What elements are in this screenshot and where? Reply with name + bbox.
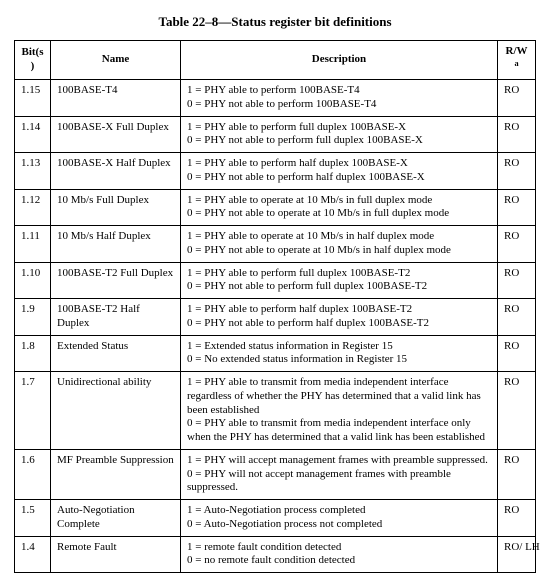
cell-name: 10 Mb/s Full Duplex — [51, 189, 181, 226]
cell-rw: RO — [498, 116, 536, 153]
cell-name: Remote Fault — [51, 536, 181, 573]
cell-name: 100BASE-X Half Duplex — [51, 153, 181, 190]
cell-rw: RO — [498, 226, 536, 263]
table-title: Table 22–8—Status register bit definitio… — [14, 14, 536, 30]
cell-bits: 1.5 — [15, 500, 51, 537]
cell-bits: 1.9 — [15, 299, 51, 336]
table-row: 1.10100BASE-T2 Full Duplex 1 = PHY able t… — [15, 262, 536, 299]
col-rw-header: R/W a — [498, 41, 536, 80]
cell-bits: 1.13 — [15, 153, 51, 190]
desc-line: 0 = PHY not able to perform full duplex … — [187, 280, 491, 294]
cell-name: Auto-Negotiation Complete — [51, 500, 181, 537]
table-row: 1.1210 Mb/s Full Duplex 1 = PHY able to o… — [15, 189, 536, 226]
desc-line: 0 = PHY not able to perform half duplex … — [187, 317, 491, 331]
table-header-row: Bit(s) Name Description R/W a — [15, 41, 536, 80]
desc-line: 1 = PHY able to perform 100BASE-T4 — [187, 84, 491, 98]
desc-line: 0 = PHY able to transmit from media inde… — [187, 417, 491, 445]
cell-name: Unidirectional ability — [51, 372, 181, 450]
desc-line: 1 = PHY able to perform full duplex 100B… — [187, 267, 491, 281]
cell-name: 10 Mb/s Half Duplex — [51, 226, 181, 263]
cell-description: 1 = remote fault condition detected0 = n… — [181, 536, 498, 573]
table-row: 1.1110 Mb/s Half Duplex 1 = PHY able to o… — [15, 226, 536, 263]
desc-line: 0 = no remote fault condition detected — [187, 554, 491, 568]
desc-line: 0 = Auto-Negotiation process not complet… — [187, 518, 491, 532]
cell-bits: 1.8 — [15, 335, 51, 372]
table-row: 1.14100BASE-X Full Duplex 1 = PHY able to… — [15, 116, 536, 153]
desc-line: 1 = PHY able to operate at 10 Mb/s in fu… — [187, 194, 491, 208]
desc-line: 0 = PHY not able to perform half duplex … — [187, 171, 491, 185]
cell-name: Extended Status — [51, 335, 181, 372]
cell-bits: 1.11 — [15, 226, 51, 263]
table-body: 1.15100BASE-T41 = PHY able to perform 10… — [15, 80, 536, 573]
desc-line: 0 = PHY not able to operate at 10 Mb/s i… — [187, 244, 491, 258]
desc-line: 1 = PHY will accept management frames wi… — [187, 454, 491, 468]
desc-line: 0 = No extended status information in Re… — [187, 353, 491, 367]
desc-line: 1 = Extended status information in Regis… — [187, 340, 491, 354]
desc-line: 0 = PHY not able to perform full duplex … — [187, 134, 491, 148]
cell-rw: RO/ LH — [498, 536, 536, 573]
cell-description: 1 = PHY able to operate at 10 Mb/s in ha… — [181, 226, 498, 263]
cell-name: 100BASE-T2 Half Duplex — [51, 299, 181, 336]
desc-line: 1 = PHY able to perform half duplex 100B… — [187, 303, 491, 317]
desc-line: 1 = PHY able to transmit from media inde… — [187, 376, 491, 417]
col-rw-label: R/W — [506, 45, 528, 57]
desc-line: 1 = PHY able to operate at 10 Mb/s in ha… — [187, 230, 491, 244]
cell-bits: 1.12 — [15, 189, 51, 226]
cell-rw: RO — [498, 262, 536, 299]
table-row: 1.7Unidirectional ability1 = PHY able to… — [15, 372, 536, 450]
cell-bits: 1.14 — [15, 116, 51, 153]
cell-description: 1 = Auto-Negotiation process completed0 … — [181, 500, 498, 537]
col-rw-footnote: a — [514, 59, 518, 68]
cell-description: 1 = Extended status information in Regis… — [181, 335, 498, 372]
cell-rw: RO — [498, 153, 536, 190]
cell-rw: RO — [498, 372, 536, 450]
cell-name: 100BASE-X Full Duplex — [51, 116, 181, 153]
cell-name: MF Preamble Suppression — [51, 449, 181, 499]
status-register-table: Bit(s) Name Description R/Wa 1.15100BASE… — [14, 40, 536, 573]
desc-line: 0 = PHY not able to perform 100BASE-T4 — [187, 98, 491, 112]
cell-name: 100BASE-T2 Full Duplex — [51, 262, 181, 299]
desc-line: 0 = PHY not able to operate at 10 Mb/s i… — [187, 207, 491, 221]
cell-rw: RO — [498, 80, 536, 117]
cell-bits: 1.6 — [15, 449, 51, 499]
cell-rw: RO — [498, 449, 536, 499]
cell-bits: 1.4 — [15, 536, 51, 573]
cell-description: 1 = PHY able to perform full duplex 100B… — [181, 262, 498, 299]
cell-name: 100BASE-T4 — [51, 80, 181, 117]
table-row: 1.15100BASE-T41 = PHY able to perform 10… — [15, 80, 536, 117]
cell-description: 1 = PHY able to perform full duplex 100B… — [181, 116, 498, 153]
desc-line: 1 = Auto-Negotiation process completed — [187, 504, 491, 518]
col-bits-header: Bit(s) — [15, 41, 51, 80]
cell-rw: RO — [498, 299, 536, 336]
cell-rw: RO — [498, 335, 536, 372]
cell-rw: RO — [498, 500, 536, 537]
cell-description: 1 = PHY able to perform 100BASE-T40 = PH… — [181, 80, 498, 117]
table-row: 1.8Extended Status 1 = Extended status in… — [15, 335, 536, 372]
table-row: 1.13100BASE-X Half Duplex 1 = PHY able to… — [15, 153, 536, 190]
table-row: 1.4Remote Fault1 = remote fault conditio… — [15, 536, 536, 573]
table-row: 1.6MF Preamble Suppression 1 = PHY will a… — [15, 449, 536, 499]
table-row: 1.5Auto-Negotiation Complete1 = Auto-Neg… — [15, 500, 536, 537]
desc-line: 0 = PHY will not accept management frame… — [187, 468, 491, 496]
desc-line: 1 = PHY able to perform half duplex 100B… — [187, 157, 491, 171]
col-name-header: Name — [51, 41, 181, 80]
cell-description: 1 = PHY able to perform half duplex 100B… — [181, 153, 498, 190]
desc-line: 1 = PHY able to perform full duplex 100B… — [187, 121, 491, 135]
col-description-header: Description — [181, 41, 498, 80]
cell-description: 1 = PHY able to transmit from media inde… — [181, 372, 498, 450]
cell-description: 1 = PHY able to perform half duplex 100B… — [181, 299, 498, 336]
cell-bits: 1.10 — [15, 262, 51, 299]
cell-description: 1 = PHY will accept management frames wi… — [181, 449, 498, 499]
cell-rw: RO — [498, 189, 536, 226]
cell-bits: 1.7 — [15, 372, 51, 450]
cell-description: 1 = PHY able to operate at 10 Mb/s in fu… — [181, 189, 498, 226]
cell-bits: 1.15 — [15, 80, 51, 117]
table-row: 1.9100BASE-T2 Half Duplex 1 = PHY able to… — [15, 299, 536, 336]
